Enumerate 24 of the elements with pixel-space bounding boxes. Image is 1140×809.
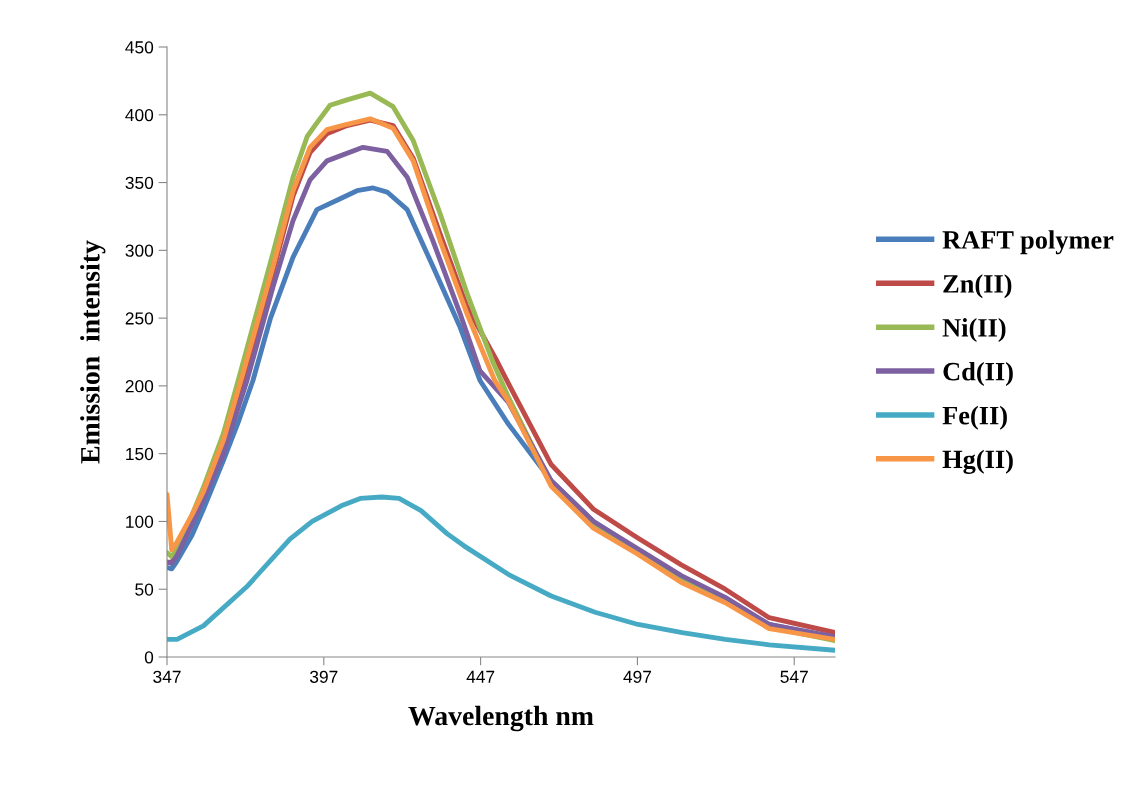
x-tick-label: 347: [153, 670, 181, 683]
legend-label: Ni(II): [942, 318, 1006, 343]
y-axis-title: Emission intensity: [80, 240, 106, 464]
x-tick-label: 497: [623, 670, 652, 683]
legend-label: Hg(II): [942, 449, 1013, 474]
legend-label: Zn(II): [943, 274, 1012, 299]
y-tick-label: 300: [125, 244, 154, 257]
x-axis-title: Wavelength nm: [408, 705, 594, 732]
line-series: [167, 494, 835, 653]
y-tick-label: 400: [125, 108, 154, 122]
y-tick-label: 50: [135, 583, 154, 596]
y-tick-label: 450: [125, 41, 154, 54]
y-tick-label: 150: [126, 447, 154, 461]
legend-label: Cd(II): [943, 361, 1013, 386]
x-tick-label: 397: [309, 670, 338, 683]
x-tick-label: 447: [466, 670, 495, 683]
y-tick-label: 100: [126, 515, 154, 528]
y-tick-label: 350: [125, 176, 154, 190]
legend-label: RAFT polymer: [942, 230, 1114, 255]
legend-label: Fe(II): [942, 405, 1007, 430]
x-tick-label: 547: [780, 670, 808, 683]
y-tick-label: 250: [125, 312, 154, 325]
y-tick-label: 0: [144, 651, 154, 664]
y-tick-label: 200: [125, 380, 154, 393]
